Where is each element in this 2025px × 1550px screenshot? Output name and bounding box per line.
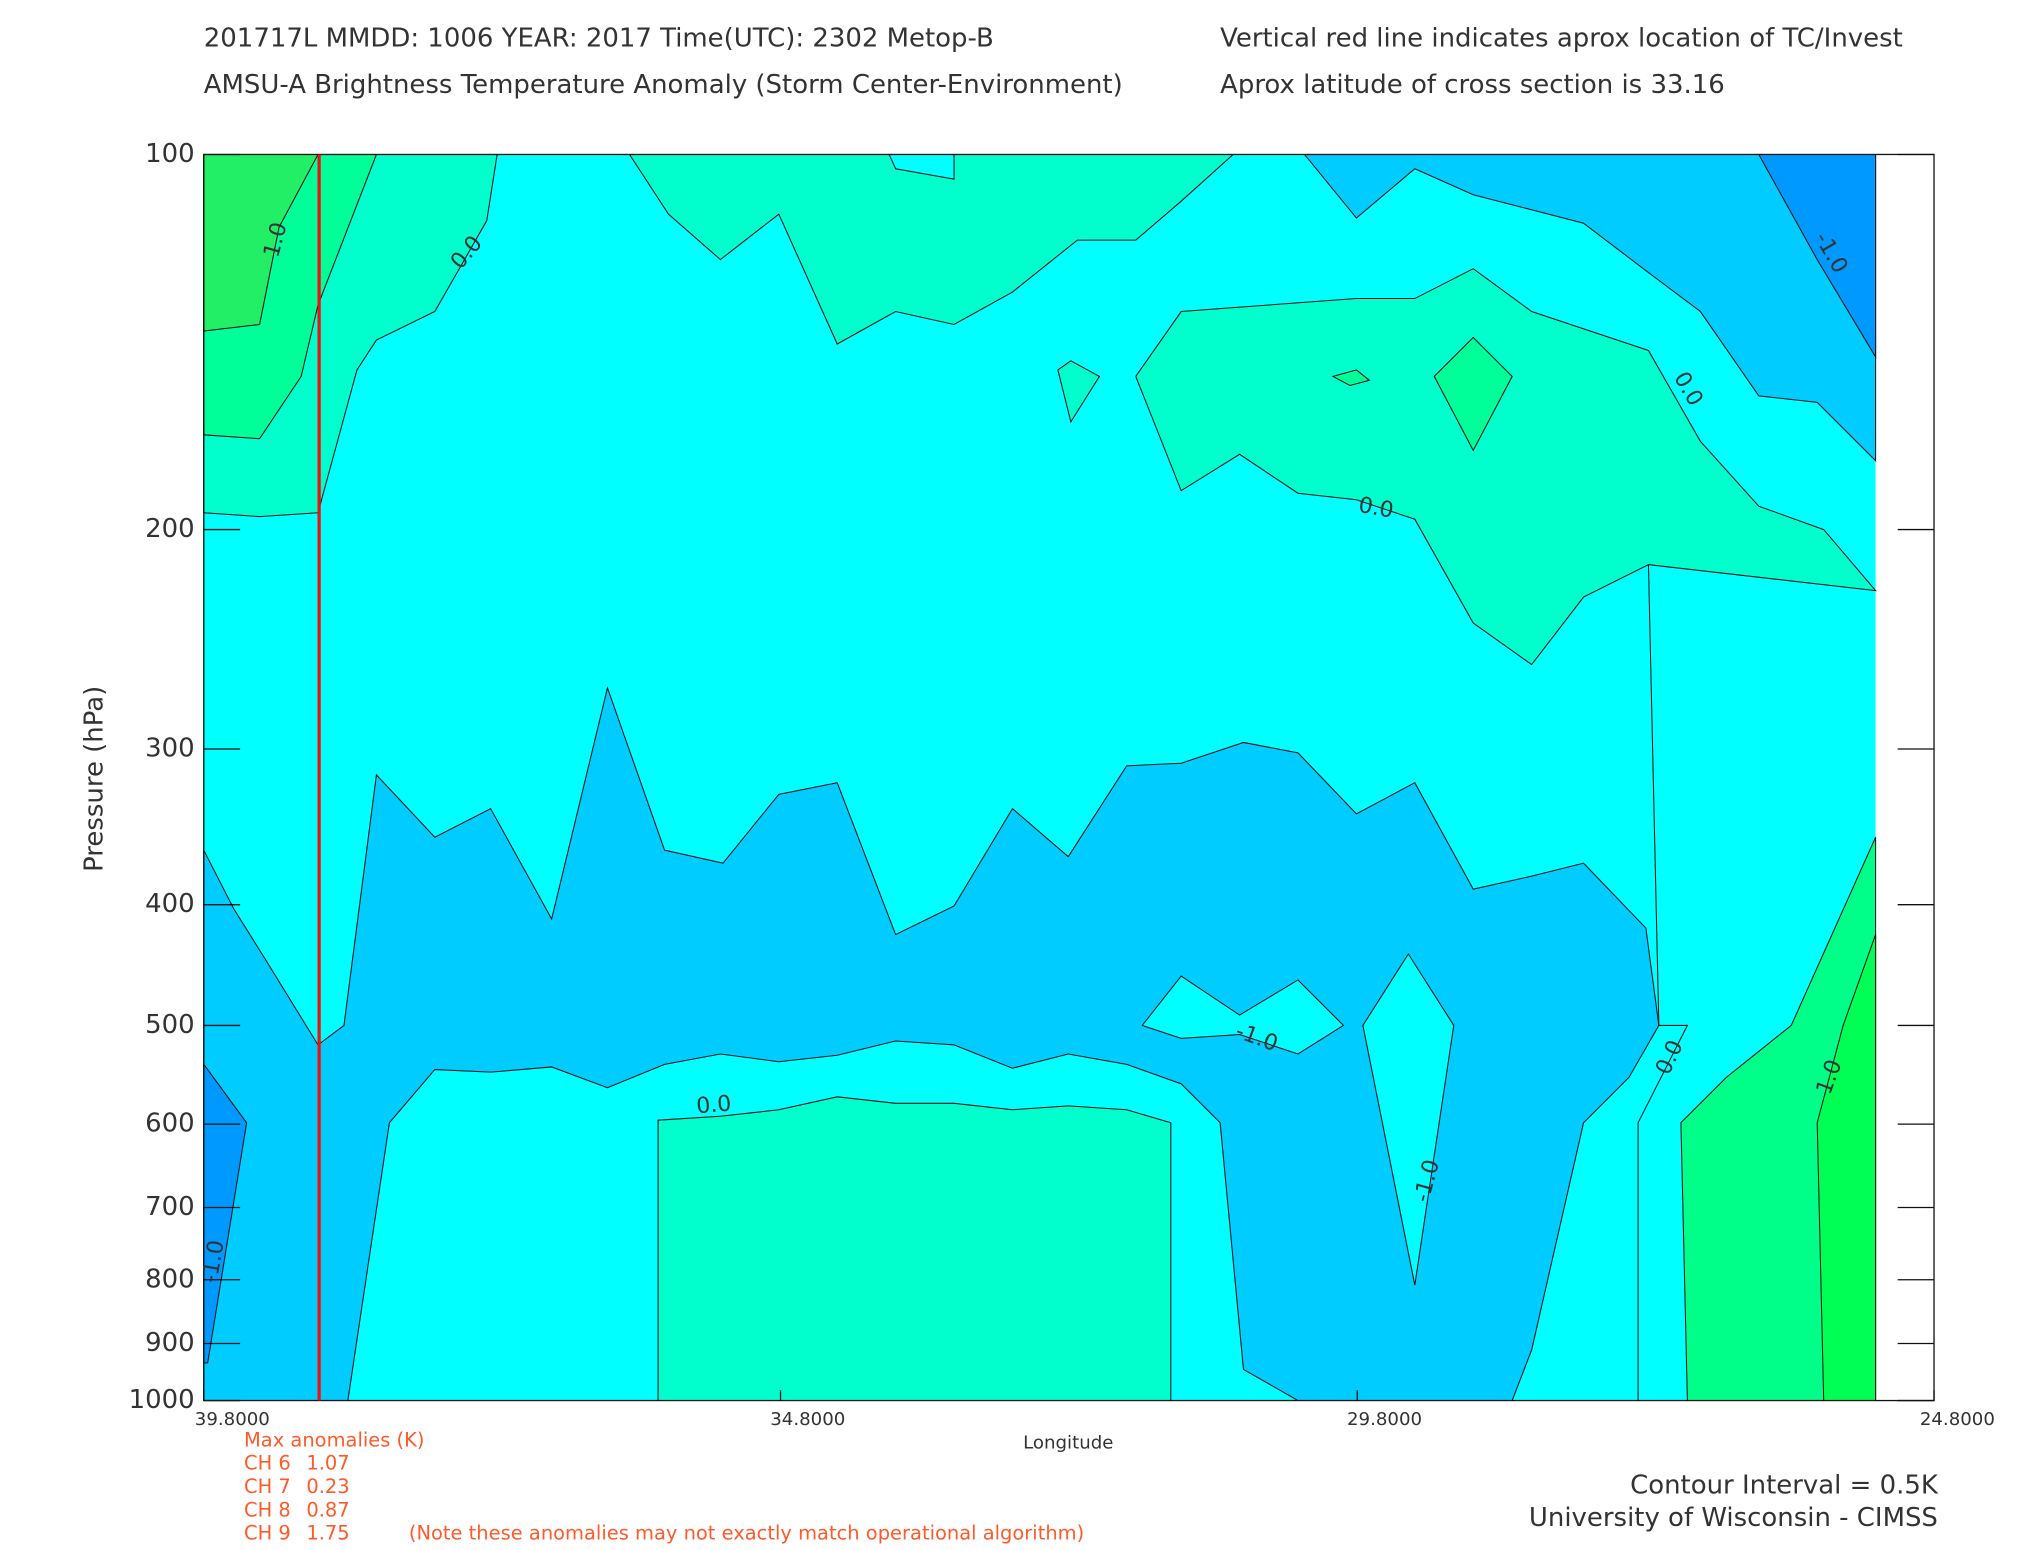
anomaly-note: (Note these anomalies may not exactly ma… — [409, 1522, 1084, 1545]
contour-line — [1637, 564, 1689, 1401]
contour-label: 0.0 — [1357, 493, 1396, 524]
contour-field — [203, 153, 1877, 1402]
x-axis-label: Longitude — [1023, 1432, 1113, 1453]
footer-line: University of Wisconsin - CIMSS — [1529, 1503, 1938, 1533]
x-tick-label: 34.8000 — [770, 1409, 845, 1430]
plot-frame — [203, 153, 1935, 1402]
chart-body: 201717L MMDD: 1006 YEAR: 2017 Time(UTC):… — [79, 23, 1995, 1544]
contour-fill — [1135, 268, 1877, 666]
contour-fill — [203, 686, 1660, 1402]
contour-label: 0.0 — [695, 1091, 732, 1119]
contour-fill — [657, 1096, 1172, 1402]
contour-fill — [1303, 153, 1877, 463]
x-tick-label: 29.8000 — [1347, 1409, 1422, 1430]
contour-fill — [628, 153, 1235, 345]
anomaly-value: 1.07 — [306, 1452, 349, 1475]
y-tick-label: 300 — [145, 733, 195, 763]
anomaly-title: Max anomalies (K) — [244, 1428, 424, 1451]
y-tick-label: 600 — [145, 1109, 195, 1139]
contour-fill — [1141, 975, 1345, 1055]
y-tick-label: 100 — [145, 139, 195, 169]
title-line: AMSU-A Brightness Temperature Anomaly (S… — [204, 70, 1123, 100]
y-tick-label: 800 — [145, 1264, 195, 1294]
y-tick-label: 700 — [145, 1192, 195, 1222]
footer-line: Contour Interval = 0.5K — [1630, 1471, 1939, 1501]
y-axis-label: Pressure (hPa) — [79, 686, 109, 872]
x-tick-label: 24.8000 — [1920, 1409, 1995, 1430]
y-tick-label: 900 — [145, 1328, 195, 1358]
anomaly-value: 0.87 — [306, 1498, 349, 1521]
contour-fill — [1057, 360, 1101, 424]
contour-fill — [1362, 953, 1455, 1286]
anomaly-value: 0.23 — [306, 1475, 349, 1498]
contour-fill — [1331, 369, 1371, 387]
anomaly-channel: CH 8 — [244, 1498, 291, 1521]
y-tick-label: 200 — [145, 514, 195, 544]
anomaly-value: 1.75 — [306, 1522, 349, 1545]
x-tick-label: 39.8000 — [195, 1409, 270, 1430]
anomaly-channel: CH 9 — [244, 1522, 291, 1545]
anomaly-channel: CH 7 — [244, 1475, 291, 1498]
contour-fill — [1433, 336, 1513, 452]
y-tick-label: 400 — [145, 889, 195, 919]
title-line: 201717L MMDD: 1006 YEAR: 2017 Time(UTC):… — [204, 23, 994, 53]
info-line: Vertical red line indicates aprox locati… — [1220, 23, 1903, 53]
y-tick-label: 500 — [145, 1010, 195, 1040]
info-line: Aprox latitude of cross section is 33.16 — [1220, 70, 1725, 100]
y-tick-label: 1000 — [129, 1385, 195, 1415]
anomaly-channel: CH 6 — [244, 1452, 291, 1475]
